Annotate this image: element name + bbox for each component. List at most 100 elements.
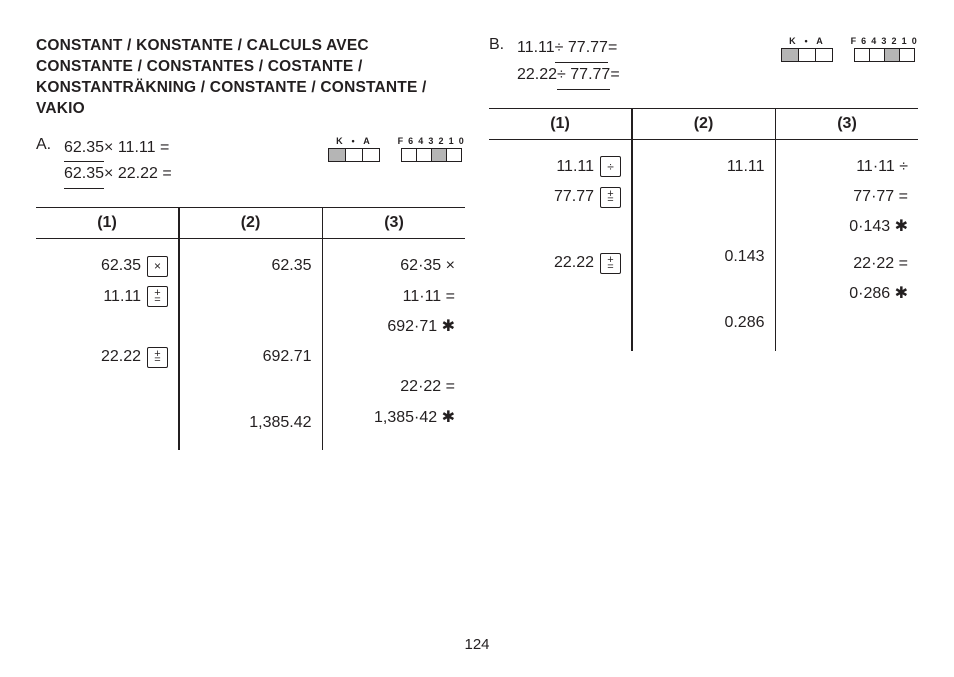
page-number: 124 [0,636,954,653]
table-col-keystrokes: 11.11 ÷ 77.77 += 22.22 += [489,140,631,351]
example-b-top: B. 11.11 ÷ 77.77 = 22.22 ÷ 77.77 = K • A… [489,36,918,100]
problem-b: B. 11.11 ÷ 77.77 = 22.22 ÷ 77.77 = [489,36,620,90]
problem-text: 62.35 × 11.11 = 62.35 × 22.22 = [64,136,172,190]
table-header: (1) [36,208,178,238]
underlined: 62.35 [64,162,104,189]
switch-position [900,49,914,61]
print-line: 0·143 ✱ [849,212,908,242]
calculator-key-icon: += [147,286,168,307]
manual-page: CONSTANT / KONSTANTE / CALCULS AVEC CONS… [0,0,954,677]
right-column: B. 11.11 ÷ 77.77 = 22.22 ÷ 77.77 = K • A… [489,36,918,450]
switch-diagram-b: K • A F 6 4 3 2 1 0 [781,36,918,62]
switch-position [346,149,363,161]
keystroke-row: 62.35 × [46,251,168,281]
switch-body [401,148,462,162]
table-header: (1) [489,109,631,139]
print-line: 22·22 = [400,372,455,402]
switch-position [799,49,816,61]
switch-position [447,149,461,161]
table-header-row: (1)(2)(3) [489,109,918,140]
table-b: (1)(2)(3)11.11÷77.77+=22.22+=11.110.1430… [489,108,918,351]
display-value: 692.71 [263,342,312,372]
problem-a: A. 62.35 × 11.11 = 62.35 × 22.22 = [36,136,172,190]
calculator-key-icon: ÷ [600,156,621,177]
table-col-print: 62·35 ×11·11 =692·71 ✱ 22·22 =1,385·42 ✱ [323,239,465,450]
switch-body [328,148,380,162]
switch-diagram-a: K • A F 6 4 3 2 1 0 [328,136,465,162]
display-value: 0.286 [724,308,764,338]
switch-label: F 6 4 3 2 1 0 [851,36,918,46]
keystroke-row: 22.22 += [499,248,621,278]
table-col-display: 11.11 0.143 0.286 [633,140,775,351]
problem-label: A. [36,136,54,154]
switch-label: K • A [336,136,371,146]
problem-pre: 11.11 [517,36,555,61]
underlined: ÷ 77.77 [557,63,610,90]
calculator-key-icon: += [600,253,621,274]
table-header: (2) [633,109,775,139]
selector-switch: F 6 4 3 2 1 0 [398,136,465,162]
switch-position [402,149,417,161]
switch-position [816,49,832,61]
entered-number: 11.11 [81,282,141,312]
underlined: ÷ 77.77 [555,36,608,63]
problem-rest: × 11.11 = [104,136,169,161]
entered-number: 11.11 [534,152,594,182]
two-column-layout: CONSTANT / KONSTANTE / CALCULS AVEC CONS… [36,36,918,450]
calculator-key-icon: += [600,187,621,208]
problem-pre: 22.22 [517,63,557,88]
entered-number: 22.22 [81,342,141,372]
keystroke-row: 22.22 += [46,342,168,372]
keystroke-row: 11.11 += [46,282,168,312]
display-value: 0.143 [724,242,764,272]
table-a: (1)(2)(3) 62.35 × 11.11 += 22.22 += 62.35 692.71… [36,207,465,450]
display-value: 62.35 [271,251,311,281]
print-line: 692·71 ✱ [387,312,455,342]
switch-label: F 6 4 3 2 1 0 [398,136,465,146]
entered-number: 77.77 [534,182,594,212]
switch-position [329,149,346,161]
selector-switch: K • A [781,36,833,62]
problem-text: 11.11 ÷ 77.77 = 22.22 ÷ 77.77 = [517,36,620,90]
print-line: 22·22 = [853,249,908,279]
switch-position [855,49,870,61]
switch-position [417,149,432,161]
print-line: 11·11 = [403,282,455,312]
keystroke-row: 77.77 += [499,182,621,212]
switch-position [363,149,379,161]
display-value: 11.11 [727,152,765,182]
problem-label: B. [489,36,507,54]
switch-position [870,49,885,61]
table-body: 62.35×11.11+=22.22+=62.35692.711,385.426… [36,239,465,450]
table-col-display: 62.35692.711,385.42 [180,239,322,450]
selector-switch: F 6 4 3 2 1 0 [851,36,918,62]
switch-position [885,49,900,61]
print-line: 62·35 × [400,251,455,281]
table-header: (3) [323,208,465,238]
table-col-keystrokes: 62.35 × 11.11 += 22.22 += [36,239,178,450]
problem-rest: × 22.22 = [104,162,172,187]
print-line: 1,385·42 ✱ [374,403,455,433]
table-header: (3) [776,109,918,139]
section-heading: CONSTANT / KONSTANTE / CALCULS AVEC CONS… [36,36,465,120]
entered-number: 62.35 [81,251,141,281]
left-column: CONSTANT / KONSTANTE / CALCULS AVEC CONS… [36,36,465,450]
switch-body [854,48,915,62]
switch-position [782,49,799,61]
switch-label: K • A [789,36,824,46]
print-line: 11·11 ÷ [856,152,908,182]
entered-number: 22.22 [534,248,594,278]
print-line: 0·286 ✱ [849,279,908,309]
print-line: 77·77 = [853,182,908,212]
underlined: 62.35 [64,136,104,163]
table-col-print: 11·11 ÷77·77 =0·143 ✱ 22·22 =0·286 ✱ [776,140,918,351]
example-a-top: A. 62.35 × 11.11 = 62.35 × 22.22 = K • A… [36,136,465,200]
calculator-key-icon: × [147,256,168,277]
table-body: 11.11 ÷ 77.77 += 22.22 += 11.11 0.143 0.286 11·11… [489,140,918,351]
selector-switch: K • A [328,136,380,162]
switch-body [781,48,833,62]
problem-rest: = [610,63,619,88]
table-header-row: (1)(2)(3) [36,208,465,239]
table-header: (2) [180,208,322,238]
calculator-key-icon: += [147,347,168,368]
